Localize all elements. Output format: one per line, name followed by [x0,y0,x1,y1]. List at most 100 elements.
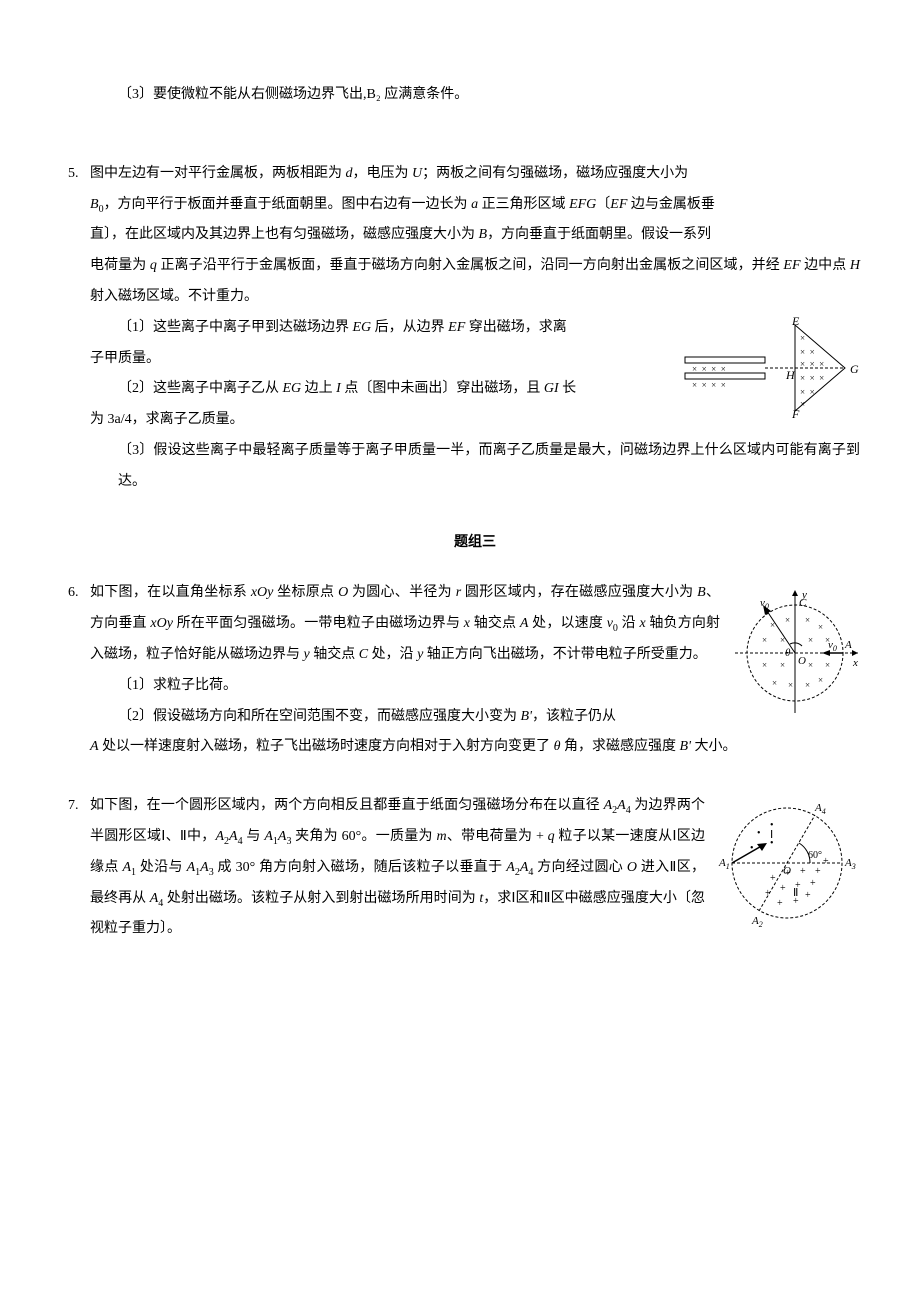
text: ；两板之间有匀强磁场，磁场应强度大小为 [422,166,688,181]
svg-text:+: + [765,888,771,899]
figure-5: E G F H × × × × × × × × ×× × × × × × × × [680,313,860,436]
var-B: B [697,585,706,600]
var: A [617,798,626,813]
label-G: G [850,362,859,376]
svg-text:×: × [780,635,785,645]
svg-text:× × × ×: × × × × [692,380,726,390]
text: 为 3a/4，求离子乙质量。 [90,412,244,427]
text: 大小。 [691,739,737,754]
text: 方向经过圆心 [533,860,627,875]
problem-6: 6. ×××× ×××× ×××× ×××× C A O x [90,578,860,763]
text: 正离子沿平行于金属板面，垂直于磁场方向射入金属板之间，沿同一方向射出金属板之间区… [157,258,784,273]
svg-text:+: + [805,890,811,901]
text: 轴正方向飞出磁场，不计带电粒子所受重力。 [423,647,707,662]
svg-text:+: + [815,866,821,877]
svg-text:+: + [770,873,776,884]
svg-text:×: × [772,678,777,688]
var-EF: EF [783,258,800,273]
text: 射入磁场区域。不计重力。 [90,289,258,304]
text: ，该粒子仍从 [532,709,616,724]
svg-text:×: × [780,660,785,670]
var-C: C [359,647,368,662]
var-m: m [436,829,446,844]
label-H: H [785,368,796,382]
svg-text:× ×: × × [800,387,815,397]
label-A2: A2 [751,915,763,929]
var-A: A [90,739,99,754]
var: A [229,829,238,844]
svg-text:+: + [780,883,786,894]
svg-text:+: + [810,878,816,889]
var-a: a [471,197,478,212]
svg-text:×: × [800,399,805,409]
text: 处，沿 [368,647,417,662]
label-v0-in: v0 [828,639,837,653]
text: 坐标原点 [273,585,338,600]
text: ，方向平行于板面并垂直于纸面朝里。图中右边有一边长为 [104,197,472,212]
var-Bp: B' [679,739,691,754]
var: A [200,860,209,875]
var-A4: A [150,891,159,906]
problem-4-tail: 〔3〕要使微粒不能从右侧磁场边界飞出,B₂ 应满意条件。 [90,80,860,111]
text: 夹角为 60°。一质量为 [291,829,436,844]
text: 轴交点 [470,616,520,631]
var-A1A3: A [264,829,273,844]
svg-text:× × ×: × × × [800,373,824,383]
p6-sub2b: A 处以一样速度射入磁场，粒子飞出磁场时速度方向相对于入射方向变更了 θ 角，求… [90,732,860,763]
label-O: O [798,655,806,667]
text: 、带电荷量为 + [447,829,548,844]
text: 与 [243,829,265,844]
var-EF: EF [448,320,465,335]
text: 圆形区域内，存在磁感应强度大小为 [461,585,697,600]
label-II: Ⅱ [793,887,798,899]
figure-7: •••• ++++ ++++ +++ + A1 A2 A3 A4 O 60° Ⅰ… [715,796,860,944]
triangle-field-marks: ×× × × × × × × × × ×× [800,333,824,409]
var: A [506,860,515,875]
plate-field-marks: × × × × × × × × [692,364,726,390]
p5-sub3: 〔3〕假设这些离子中最轻离子质量等于离子甲质量一半，而离子乙质量是最大，问磁场边… [90,436,860,498]
label-y: y [801,589,807,601]
text: 成 30° 角方向射入磁场，随后该粒子以垂直于 [214,860,507,875]
svg-text:×: × [825,660,830,670]
plate-top [685,357,765,363]
figure-7-svg: •••• ++++ ++++ +++ + A1 A2 A3 A4 O 60° Ⅰ… [715,796,860,931]
label-x: x [852,657,858,669]
var-xOy: xOy [251,585,274,600]
p5-body: 图中左边有一对平行金属板，两板相距为 d，电压为 U；两板之间有匀强磁场，磁场应… [90,159,860,313]
text: 边上 [301,381,336,396]
var-q: q [150,258,157,273]
var-B: B [479,227,488,242]
text: 处射出磁场。该粒子从射入到射出磁场所用时间为 [163,891,479,906]
text: 处，以速度 [528,616,606,631]
var-O: O [338,585,348,600]
text: 〔2〕假设磁场方向和所在空间范围不变，而磁感应强度大小变为 [118,709,521,724]
theta-arc [790,643,802,646]
field-II: ++++ ++++ +++ + [765,856,829,909]
var-GI: GI [544,381,559,396]
svg-text:+: + [823,856,829,867]
text: 如下图，在以直角坐标系 [90,585,251,600]
figure-6: ×××× ×××× ×××× ×××× C A O x y v0 v0 θ [730,588,860,731]
svg-text:×: × [808,660,813,670]
svg-text:×: × [762,660,767,670]
label-v0: v0 [760,597,769,611]
var-U: U [412,166,422,181]
text: ，电压为 [353,166,413,181]
text: 〔2〕这些离子中离子乙从 [118,381,283,396]
svg-text:×: × [785,615,790,625]
label-A4: A4 [814,802,826,816]
text: 边与金属板垂 [627,197,715,212]
problem-5: 5. 图中左边有一对平行金属板，两板相距为 d，电压为 U；两板之间有匀强磁场，… [90,159,860,498]
text: 〔1〕这些离子中离子甲到达磁场边界 [118,320,353,335]
text: 穿出磁场，求离 [465,320,567,335]
text: 如下图，在一个圆形区域内，两个方向相反且都垂直于纸面匀强磁场分布在以直径 [90,798,604,813]
section-3-title: 题组三 [90,528,860,559]
text: 直〕，在此区域内及其边界上也有匀强磁场，磁感应强度大小为 [90,227,479,242]
svg-text:×: × [818,622,823,632]
figure-6-svg: ×××× ×××× ×××× ×××× C A O x y v0 v0 θ [730,588,860,718]
svg-text:×: × [805,615,810,625]
svg-text:×: × [762,635,767,645]
label-A: A [844,639,852,651]
v0-vector [765,608,795,653]
text: 正三角形区域 [478,197,569,212]
